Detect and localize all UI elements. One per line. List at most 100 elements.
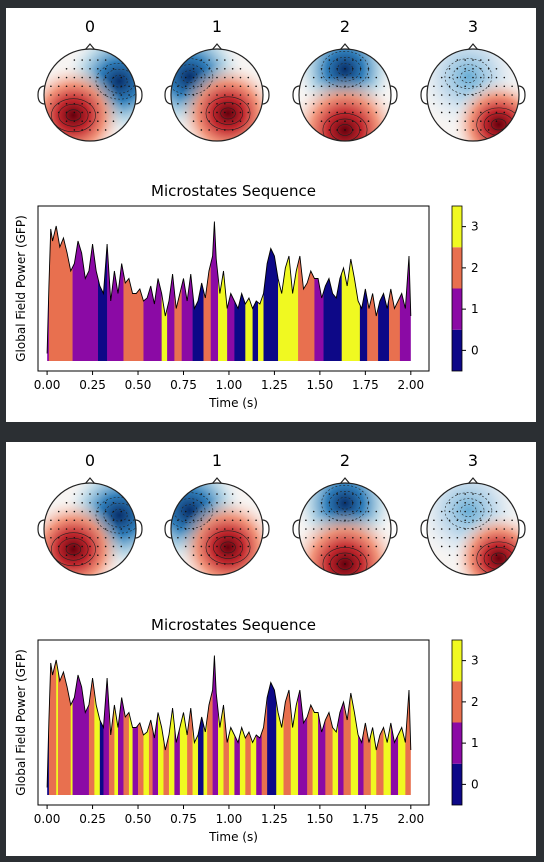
state-segment [56, 655, 59, 795]
chart-title: Microstates Sequence [151, 182, 316, 200]
state-segment [314, 221, 324, 361]
topomap-ear [292, 85, 301, 105]
state-segment [234, 655, 241, 795]
colorbar-tick-label: 3 [471, 220, 479, 234]
topomap-label: 0 [85, 17, 95, 36]
topomap-nose [339, 43, 351, 51]
colorbar-tick-label: 0 [471, 777, 479, 791]
x-tick-label: 1.25 [261, 378, 288, 392]
state-segment [388, 221, 401, 361]
topomap-label: 3 [468, 17, 478, 36]
state-segment [203, 655, 208, 795]
x-axis-label: Time (s) [208, 830, 258, 844]
topomap-head-outline [426, 48, 520, 142]
topomap-ear [517, 85, 526, 105]
topomap-ear [420, 519, 429, 539]
gfp-line [46, 655, 412, 788]
topomap-ear [292, 519, 301, 539]
state-segment [343, 655, 352, 795]
x-tick-label: 2.00 [397, 812, 424, 826]
state-segment [218, 655, 224, 795]
state-segment [98, 221, 108, 361]
state-segment [256, 655, 262, 795]
topomap-head-outline [170, 48, 264, 142]
state-segment [167, 221, 175, 361]
state-segment [94, 655, 101, 795]
state-segment [227, 221, 235, 361]
topomap-ear [389, 519, 398, 539]
state-segment [359, 221, 368, 361]
state-segment [376, 655, 384, 795]
state-segment [250, 655, 257, 795]
state-segment [138, 655, 144, 795]
x-tick-label: 0.50 [125, 378, 152, 392]
state-segment [298, 655, 308, 795]
topomap-nose [339, 477, 351, 485]
state-segment [318, 655, 326, 795]
topomap-nose [84, 477, 96, 485]
colorbar: 0 1 2 3 [451, 639, 479, 806]
topomap-svg-top-0 [37, 43, 143, 142]
state-segment [99, 655, 104, 795]
microstates-figure-top: 0 1 2 3 Microstates Sequence 0.00 0.25 0.50 0.75… [6, 8, 536, 422]
state-segment [174, 221, 182, 361]
colorbar-segment [452, 288, 462, 330]
figure-canvas: 0 1 2 3 Microstates Sequence 0.00 0.25 0.50 0.75… [14, 17, 526, 410]
topomap-label: 2 [340, 451, 350, 470]
topomap-svg-bottom-0 [37, 477, 143, 576]
state-segment [261, 655, 268, 795]
plot-frame [37, 639, 430, 806]
x-tick-label: 1.75 [352, 812, 379, 826]
state-segment [405, 655, 411, 795]
topomap-head-outline [298, 482, 392, 576]
topomap-ear [261, 85, 270, 105]
topomap-head-outline [43, 48, 137, 142]
state-segment [161, 221, 168, 361]
state-segment [72, 221, 99, 361]
microstates-figure-bottom: 0 1 2 3 Microstates Sequence 0.00 0.25 0.50 0.75… [6, 442, 536, 856]
topomap-svg-bottom-3 [420, 477, 526, 576]
topomap-svg-bottom-1 [164, 477, 270, 576]
x-axis-label: Time (s) [208, 396, 258, 410]
topomap-ear [164, 519, 173, 539]
topomap-label: 1 [212, 451, 222, 470]
state-segment [187, 655, 193, 795]
state-segment [367, 221, 379, 361]
state-segment [148, 655, 153, 795]
topomap-svg-bottom-2 [292, 477, 398, 576]
state-segment [48, 655, 57, 795]
colorbar-segment [452, 329, 462, 371]
state-segment [245, 655, 252, 795]
state-segment [203, 221, 212, 361]
state-segment [118, 655, 124, 795]
state-segment [192, 655, 199, 795]
topomap-ear [37, 519, 46, 539]
state-segment [179, 655, 188, 795]
y-axis-label: Global Field Power (GFP) [14, 215, 28, 362]
x-tick-label: 1.75 [352, 378, 379, 392]
state-segment [370, 655, 377, 795]
topomap-ear [261, 519, 270, 539]
colorbar-tick-label: 1 [471, 302, 479, 316]
state-segment [88, 655, 95, 795]
state-segment [70, 655, 73, 795]
state-segment [143, 221, 162, 361]
x-tick-label: 0.00 [34, 378, 61, 392]
colorbar-segment [452, 206, 462, 248]
state-segment [363, 655, 372, 795]
topomap-label: 1 [212, 17, 222, 36]
state-segment [276, 655, 284, 795]
x-tick-label: 0.00 [34, 812, 61, 826]
state-segment [48, 221, 73, 361]
state-segment [278, 221, 299, 361]
state-segment [325, 655, 333, 795]
x-tick-label: 0.50 [125, 812, 152, 826]
topomap-nose [211, 43, 223, 51]
state-segments [47, 221, 411, 361]
topomap-nose [467, 477, 479, 485]
topomap-svg-top-2 [292, 43, 398, 142]
state-segment [163, 655, 170, 795]
colorbar-segment [452, 247, 462, 289]
x-tick-label: 0.25 [79, 378, 106, 392]
topomap-ear [420, 85, 429, 105]
